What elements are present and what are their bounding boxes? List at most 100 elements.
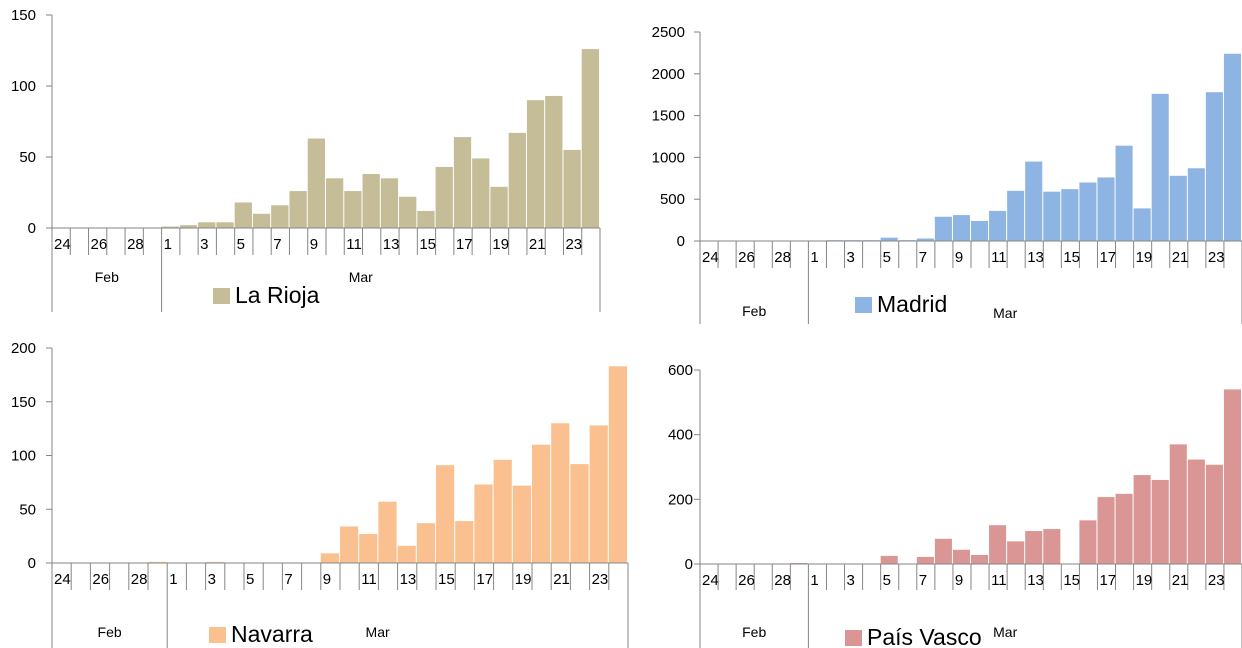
la-rioja-bar-25 (508, 132, 526, 228)
pais-vasco-bar-21 (1079, 520, 1097, 564)
navarra-bar-17 (378, 501, 397, 563)
pais-vasco-bar-23 (1115, 493, 1133, 564)
madrid-legend-swatch (855, 297, 872, 313)
madrid-x-tick-label-4: 28 (774, 249, 791, 266)
la-rioja-bar-6 (161, 226, 179, 228)
pais-vasco-group-label-feb: Feb (742, 624, 766, 640)
navarra-y-tick-label-200: 200 (11, 340, 36, 357)
pais-vasco-y-tick-label-600: 600 (668, 362, 693, 379)
navarra-x-tick-label-10: 5 (246, 571, 254, 588)
madrid-x-tick-label-24: 19 (1136, 249, 1153, 266)
pais-vasco-bar-18 (1025, 531, 1043, 564)
la-rioja-x-tick-label-10: 5 (237, 236, 245, 253)
la-rioja-bar-15 (326, 178, 344, 228)
madrid-y-tick-label-1500: 1500 (652, 108, 685, 125)
madrid-x-tick-label-8: 3 (847, 249, 855, 266)
pais-vasco-x-tick-label-14: 9 (955, 572, 963, 589)
navarra-x-tick-label-8: 3 (208, 571, 216, 588)
madrid-y-tick-label-1000: 1000 (652, 149, 685, 166)
madrid-bar-14 (952, 215, 970, 241)
pais-vasco-x-tick-label-4: 28 (774, 572, 791, 589)
pais-vasco-bar-16 (989, 525, 1007, 564)
pais-vasco-legend-label: País Vasco (867, 624, 982, 648)
la-rioja-bar-10 (234, 202, 252, 228)
pais-vasco-x-tick-label-10: 5 (883, 572, 891, 589)
navarra-x-tick-label-16: 11 (361, 571, 377, 588)
pais-vasco-x-tick-label-24: 19 (1136, 572, 1153, 589)
la-rioja-x-tick-label-0: 24 (54, 236, 71, 253)
la-rioja-y-tick-label-0: 0 (28, 220, 36, 237)
la-rioja-x-tick-label-28: 23 (565, 236, 582, 253)
madrid-bar-29 (1223, 53, 1241, 241)
pais-vasco-x-tick-label-22: 17 (1099, 572, 1116, 589)
la-rioja-bar-24 (490, 186, 508, 228)
navarra-bar-15 (340, 526, 359, 563)
madrid-y-tick-label-2000: 2000 (652, 66, 685, 83)
la-rioja-bar-23 (472, 158, 490, 228)
pais-vasco-group-label-mar: Mar (993, 624, 1017, 640)
navarra-x-tick-label-28: 23 (592, 571, 609, 588)
madrid-bar-17 (1007, 190, 1025, 241)
pais-vasco-x-tick-label-28: 23 (1208, 572, 1225, 589)
madrid-x-tick-label-16: 11 (991, 249, 1007, 266)
la-rioja-bar-11 (252, 213, 271, 228)
pais-vasco-y-tick-label-200: 200 (668, 491, 693, 508)
pais-vasco-x-tick-label-26: 21 (1172, 572, 1189, 589)
madrid-x-tick-label-26: 21 (1172, 249, 1189, 266)
navarra-bar-16 (359, 533, 378, 563)
pais-vasco-y-tick-label-400: 400 (668, 427, 693, 444)
navarra-bar-25 (532, 444, 551, 563)
navarra-x-tick-label-4: 28 (131, 571, 148, 588)
navarra-x-tick-label-14: 9 (323, 571, 331, 588)
pais-vasco-x-tick-label-8: 3 (847, 572, 855, 589)
madrid-bar-15 (971, 220, 989, 241)
navarra-x-tick-label-6: 1 (169, 571, 177, 588)
la-rioja-x-tick-label-12: 7 (273, 236, 281, 253)
madrid-bar-18 (1025, 161, 1043, 241)
navarra-group-label-mar: Mar (366, 624, 390, 640)
la-rioja-x-tick-label-14: 9 (310, 236, 318, 253)
la-rioja-x-tick-label-4: 28 (127, 236, 144, 253)
navarra-group-label-feb: Feb (98, 624, 122, 640)
pais-vasco-bar-28 (1205, 464, 1223, 564)
madrid-x-tick-label-0: 24 (702, 249, 719, 266)
madrid-x-tick-label-10: 5 (883, 249, 891, 266)
la-rioja-bar-26 (526, 100, 545, 228)
la-rioja-x-tick-label-16: 11 (346, 236, 362, 253)
pais-vasco-bar-24 (1133, 475, 1151, 564)
la-rioja-bar-13 (289, 191, 307, 228)
madrid-bar-21 (1079, 182, 1097, 241)
pais-vasco-bar-22 (1097, 497, 1115, 564)
pais-vasco-bar-29 (1223, 389, 1241, 564)
pais-vasco-x-tick-label-0: 24 (702, 572, 719, 589)
pais-vasco-x-tick-label-18: 13 (1027, 572, 1044, 589)
madrid-y-tick-label-2500: 2500 (652, 24, 685, 41)
pais-vasco-bar-12 (916, 556, 934, 564)
la-rioja-bar-14 (307, 138, 325, 228)
navarra-bar-28 (589, 425, 608, 563)
navarra-x-tick-label-18: 13 (400, 571, 417, 588)
madrid-bar-22 (1097, 177, 1115, 241)
pais-vasco-x-tick-label-20: 15 (1063, 572, 1080, 589)
madrid-bar-10 (880, 237, 898, 241)
pais-vasco-bar-17 (1007, 541, 1025, 564)
madrid-x-tick-label-14: 9 (955, 249, 963, 266)
navarra-bar-27 (570, 464, 589, 563)
la-rioja-bar-28 (563, 149, 581, 228)
la-rioja-bar-17 (362, 174, 380, 228)
la-rioja-bar-18 (380, 178, 399, 228)
pais-vasco-bar-13 (934, 538, 952, 564)
la-rioja-x-tick-label-24: 19 (492, 236, 509, 253)
madrid-bar-12 (916, 238, 934, 241)
navarra-bar-19 (416, 523, 435, 563)
pais-vasco-bar-10 (880, 555, 898, 564)
madrid-bar-26 (1169, 175, 1187, 241)
navarra-bar-26 (551, 423, 570, 563)
madrid-bar-28 (1205, 92, 1223, 241)
madrid-y-tick-label-500: 500 (660, 191, 685, 208)
pais-vasco-bar-15 (971, 554, 989, 564)
navarra-bar-21 (455, 521, 474, 563)
navarra-x-tick-label-24: 19 (515, 571, 532, 588)
madrid-legend-label: Madrid (877, 291, 947, 317)
